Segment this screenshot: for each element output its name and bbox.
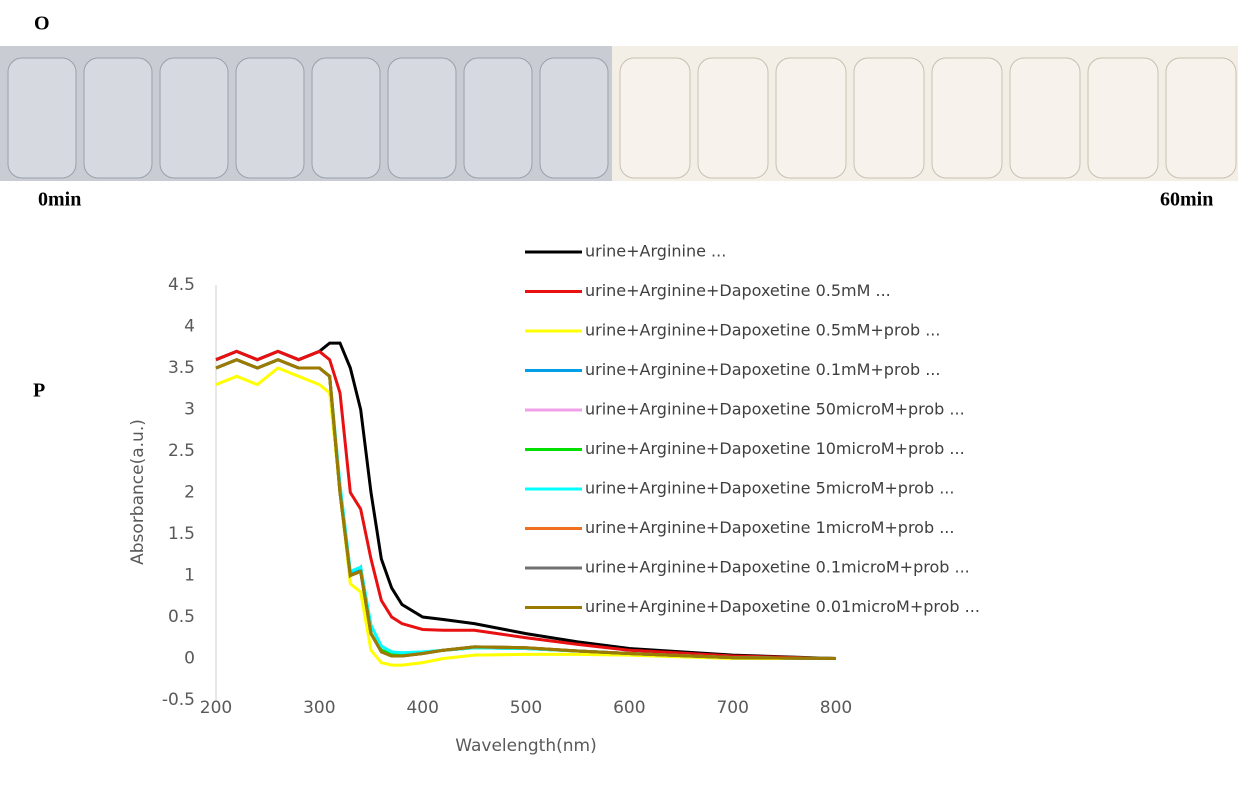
x-tick-label: 300: [303, 698, 335, 718]
y-tick-label: 0: [184, 649, 195, 669]
legend-label: urine+Arginine+Dapoxetine 0.1microM+prob…: [585, 558, 970, 577]
legend-label: urine+Arginine+Dapoxetine 5microM+prob .…: [585, 479, 954, 498]
y-tick-label: 2.5: [168, 441, 195, 461]
legend-label: urine+Arginine+Dapoxetine 0.1mM+prob ...: [585, 360, 940, 379]
cup: [311, 57, 381, 179]
cup: [775, 57, 847, 179]
series-line: [215, 358, 837, 660]
cup: [853, 57, 925, 179]
x-tick-label: 400: [406, 698, 438, 718]
y-tick-label: 1.5: [168, 524, 195, 544]
cup: [619, 57, 691, 179]
cups: [7, 57, 1237, 179]
y-tick-label: 3.5: [168, 358, 195, 378]
cup: [931, 57, 1003, 179]
y-tick-label: 1: [184, 566, 195, 586]
y-tick-label: 4: [184, 317, 195, 337]
photo-label: 0min: [38, 189, 81, 211]
cup: [1009, 57, 1081, 179]
cup: [463, 57, 533, 179]
y-tick-label: 2: [184, 483, 195, 503]
series-line: [215, 366, 836, 667]
y-tick-label: 0.5: [168, 607, 195, 627]
x-axis-label: Wavelength(nm): [455, 736, 596, 756]
legend-label: urine+Arginine+Dapoxetine 0.5mM ...: [585, 281, 891, 300]
x-tick-label: 200: [200, 698, 232, 718]
panel-label: O: [34, 13, 50, 35]
legend-label: urine+Arginine+Dapoxetine 50microM+prob …: [585, 400, 965, 419]
cup: [235, 57, 305, 179]
cup: [159, 57, 229, 179]
cup: [1087, 57, 1159, 179]
legend-label: urine+Arginine+Dapoxetine 10microM+prob …: [585, 439, 965, 458]
cup: [387, 57, 457, 179]
y-axis-label: Absorbance(a.u.): [128, 419, 148, 565]
cup: [83, 57, 153, 179]
x-tick-label: 700: [716, 698, 748, 718]
y-tick-label: -0.5: [162, 690, 195, 710]
legend-label: urine+Arginine+Dapoxetine 1microM+prob .…: [585, 518, 954, 537]
legend-label: urine+Arginine+Dapoxetine 0.5mM+prob ...: [585, 321, 940, 340]
y-tick-label: 4.5: [168, 275, 195, 295]
legend-label: urine+Arginine+Dapoxetine 0.01microM+pro…: [585, 597, 980, 616]
cup: [697, 57, 769, 179]
cup: [1165, 57, 1237, 179]
legend-label: urine+Arginine ...: [585, 242, 726, 261]
cup: [539, 57, 609, 179]
x-tick-label: 500: [510, 698, 542, 718]
x-tick-label: 800: [820, 698, 852, 718]
photo-label: 60min: [1160, 189, 1213, 211]
series-line: [215, 349, 837, 660]
x-tick-label: 600: [613, 698, 645, 718]
y-tick-label: 3: [184, 400, 195, 420]
panel-label: P: [33, 380, 45, 402]
cup: [7, 57, 77, 179]
